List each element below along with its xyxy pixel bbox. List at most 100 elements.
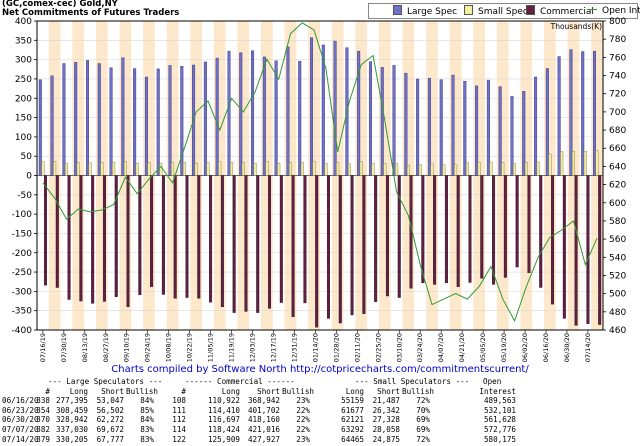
cell-ls-n: 338 — [36, 396, 50, 406]
cell-c-bull: 22% — [296, 405, 310, 415]
right-axis-tick-label: 640 — [609, 162, 626, 172]
cell-oi: 489,563 — [483, 396, 516, 406]
row-date: 06/30/20 — [2, 415, 39, 425]
bar-small-spec — [76, 162, 80, 176]
cell-oi: 561,628 — [483, 415, 516, 425]
bar-commercial — [350, 175, 354, 316]
bar-commercial — [232, 175, 236, 313]
bar-small-spec — [265, 161, 269, 176]
chart-legend: Large Spec Small Spec Commercial Open In… — [368, 3, 640, 19]
bar-large-spec — [534, 76, 538, 176]
x-axis-tick-label: 12/03/19 — [249, 333, 257, 362]
bar-large-spec — [215, 57, 219, 176]
bar-large-spec — [286, 46, 290, 176]
bar-small-spec — [100, 162, 104, 176]
x-axis-tick-label: 11/19/19 — [228, 333, 236, 362]
row-date: 07/14/20 — [2, 434, 39, 444]
bar-large-spec — [380, 67, 384, 176]
bar-large-spec — [180, 65, 184, 176]
bar-small-spec — [64, 162, 68, 176]
bar-small-spec — [241, 162, 245, 176]
bar-commercial — [551, 175, 555, 305]
cell-ls-long: 308,459 — [55, 405, 88, 415]
bar-commercial — [598, 175, 602, 325]
x-axis-tick-label: 09/10/19 — [123, 333, 131, 362]
cell-ss-short: 21,487 — [372, 396, 400, 406]
bar-large-spec — [168, 65, 172, 176]
cell-ls-bull: 83% — [140, 434, 154, 444]
credit-line[interactable]: Charts compiled by Software North http:/… — [111, 364, 529, 375]
cell-oi: 532,101 — [483, 405, 516, 415]
bar-small-spec — [477, 162, 481, 176]
bar-small-spec — [182, 162, 186, 176]
bar-large-spec — [475, 85, 479, 176]
bar-commercial — [161, 175, 165, 295]
right-axis-tick-label: 520 — [609, 271, 626, 281]
bar-large-spec — [404, 72, 408, 176]
bar-commercial — [492, 175, 496, 285]
x-axis-tick-label: 05/05/20 — [479, 333, 487, 362]
right-axis-tick-label: 760 — [609, 53, 626, 63]
cell-c-long: 116,697 — [207, 415, 240, 425]
cell-ss-long: 63292 — [341, 424, 364, 434]
bar-commercial — [444, 175, 448, 284]
bar-commercial — [539, 175, 543, 288]
bar-small-spec — [383, 162, 387, 176]
bar-large-spec — [557, 56, 561, 176]
bar-large-spec — [486, 79, 490, 176]
column-header: Long — [221, 386, 240, 396]
bar-small-spec — [277, 162, 281, 176]
bar-large-spec — [368, 61, 372, 176]
bar-large-spec — [274, 60, 278, 176]
bar-small-spec — [88, 162, 92, 176]
cell-ls-short: 56,502 — [96, 405, 124, 415]
bar-large-spec — [392, 65, 396, 176]
left-axis-tick-label: -300 — [12, 287, 33, 297]
x-axis-tick-label: 11/05/19 — [207, 333, 215, 362]
legend-swatch-small-spec — [464, 5, 473, 15]
left-axis-tick-label: 0 — [26, 172, 32, 182]
column-header: Bullish — [402, 386, 435, 396]
cell-c-long: 114,410 — [207, 405, 240, 415]
cell-ls-n: 354 — [36, 405, 50, 415]
cell-ls-n: 382 — [36, 424, 50, 434]
x-axis-tick-label: 01/14/20 — [311, 333, 319, 362]
legend-label-commercial: Commercial — [540, 7, 594, 17]
bar-large-spec — [439, 79, 443, 176]
bar-large-spec — [62, 63, 66, 176]
group-header-large-spec: --- Large Speculators --- — [48, 377, 163, 386]
bar-commercial — [220, 175, 224, 308]
right-axis-tick-label: 700 — [609, 108, 626, 118]
cell-c-short: 401,702 — [247, 405, 280, 415]
bar-small-spec — [171, 162, 175, 176]
group-header-small-spec: --- Small Speculators --- — [355, 377, 470, 386]
right-axis-tick-label: 620 — [609, 181, 626, 191]
bar-small-spec — [206, 162, 210, 176]
bar-large-spec — [156, 68, 160, 176]
bar-small-spec — [489, 161, 493, 176]
x-axis-tick-label: 02/11/20 — [353, 333, 361, 362]
cell-ls-short: 69,672 — [96, 424, 124, 434]
column-header: Short — [257, 386, 280, 396]
x-axis-tick-label: 06/30/20 — [563, 333, 571, 362]
bar-small-spec — [135, 162, 139, 176]
bar-large-spec — [333, 40, 337, 176]
bar-commercial — [303, 175, 307, 304]
cell-c-short: 427,927 — [247, 434, 280, 444]
right-axis-tick-label: 600 — [609, 199, 626, 209]
bar-small-spec — [312, 161, 316, 176]
legend-open-interest: Open Interest — [587, 5, 640, 17]
cell-ls-long: 337,030 — [55, 424, 88, 434]
bar-commercial — [338, 175, 342, 324]
x-axis-tick-label: 12/31/19 — [290, 333, 298, 362]
bar-commercial — [515, 175, 519, 268]
bar-small-spec — [218, 161, 222, 176]
bar-large-spec — [97, 63, 101, 176]
cell-c-n: 122 — [172, 434, 186, 444]
bar-large-spec — [593, 50, 597, 176]
chart-title-symbol: (GC,comex-cec) Gold,NY — [2, 0, 118, 9]
bar-small-spec — [536, 161, 540, 176]
left-axis-tick-label: 250 — [15, 75, 32, 85]
cell-c-bull: 22% — [296, 415, 310, 425]
bar-commercial — [374, 175, 378, 303]
